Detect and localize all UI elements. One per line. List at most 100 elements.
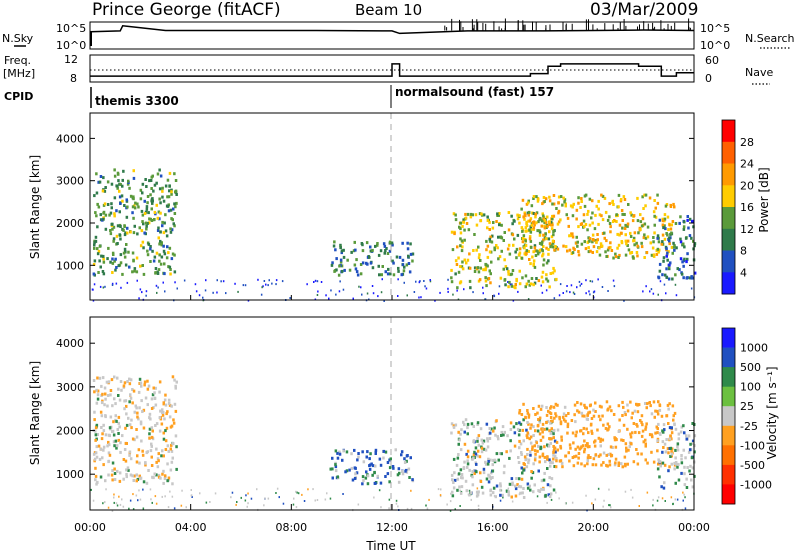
heatmap-cell — [157, 210, 161, 214]
heatmap-cell — [334, 465, 338, 469]
heatmap-cell — [142, 480, 146, 484]
heatmap-cell — [497, 257, 500, 261]
heatmap-cell — [365, 470, 368, 474]
heatmap-cell — [169, 447, 172, 451]
heatmap-cell — [164, 393, 167, 397]
heatmap-cell — [544, 460, 547, 464]
heatmap-cell — [656, 499, 659, 502]
heatmap-cell — [631, 255, 635, 259]
heatmap-cell — [153, 183, 157, 187]
heatmap-cell — [167, 398, 171, 402]
heatmap-cell — [121, 178, 124, 182]
heatmap-cell — [558, 415, 561, 419]
heatmap-cell — [646, 491, 649, 494]
heatmap-cell — [133, 206, 137, 210]
heatmap-cell — [542, 238, 545, 242]
ytick-label: 1000 — [56, 468, 84, 481]
heatmap-cell — [591, 502, 593, 505]
heatmap-cell — [591, 233, 595, 237]
heatmap-cell — [670, 231, 673, 235]
heatmap-cell — [146, 249, 149, 253]
heatmap-cell — [507, 243, 511, 247]
heatmap-cell — [128, 400, 131, 404]
heatmap-cell — [583, 224, 586, 228]
heatmap-cell — [168, 189, 171, 193]
heatmap-cell — [381, 265, 384, 268]
heatmap-cell — [113, 397, 116, 401]
heatmap-cell — [605, 255, 608, 258]
heatmap-cell — [477, 504, 480, 507]
heatmap-cell — [640, 434, 644, 438]
heatmap-cell — [148, 179, 151, 183]
heatmap-cell — [526, 486, 530, 490]
heatmap-cell — [498, 285, 501, 288]
heatmap-cell — [451, 494, 455, 498]
heatmap-cell — [173, 378, 176, 382]
heatmap-cell — [165, 412, 168, 416]
heatmap-cell — [543, 224, 546, 228]
heatmap-cell — [656, 427, 659, 431]
heatmap-cell — [152, 259, 156, 263]
heatmap-cell — [312, 488, 314, 491]
velocity-heatmap — [90, 375, 697, 512]
heatmap-cell — [527, 461, 530, 465]
heatmap-cell — [497, 458, 500, 462]
heatmap-cell — [152, 406, 155, 409]
heatmap-cell — [598, 213, 602, 217]
heatmap-cell — [275, 492, 277, 494]
heatmap-cell — [598, 246, 601, 250]
heatmap-cell — [145, 207, 149, 211]
heatmap-cell — [459, 491, 463, 495]
heatmap-cell — [371, 285, 374, 287]
heatmap-cell — [562, 244, 565, 248]
heatmap-cell — [465, 261, 468, 265]
heatmap-cell — [615, 213, 618, 217]
heatmap-cell — [532, 425, 535, 429]
heatmap-cell — [488, 228, 491, 231]
heatmap-cell — [123, 381, 127, 385]
heatmap-cell — [546, 279, 550, 283]
heatmap-cell — [534, 254, 538, 257]
heatmap-cell — [97, 271, 100, 274]
heatmap-cell — [526, 421, 529, 424]
heatmap-cell — [477, 508, 480, 511]
heatmap-cell — [123, 225, 126, 229]
heatmap-cell — [368, 255, 371, 259]
heatmap-cell — [104, 433, 108, 437]
heatmap-cell — [107, 443, 111, 447]
heatmap-cell — [96, 433, 99, 436]
heatmap-cell — [693, 244, 696, 248]
heatmap-cell — [479, 427, 483, 431]
heatmap-cell — [609, 230, 612, 234]
heatmap-cell — [557, 220, 561, 224]
heatmap-cell — [123, 448, 127, 451]
heatmap-cell — [459, 265, 462, 268]
heatmap-cell — [620, 462, 623, 466]
heatmap-cell — [677, 432, 681, 436]
heatmap-cell — [544, 197, 548, 201]
heatmap-cell — [108, 426, 112, 430]
heatmap-cell — [497, 235, 500, 239]
heatmap-cell — [536, 199, 540, 203]
heatmap-cell — [132, 479, 135, 482]
heatmap-cell — [601, 218, 605, 222]
heatmap-cell — [525, 249, 529, 253]
heatmap-cell — [117, 432, 120, 435]
heatmap-cell — [125, 473, 128, 476]
heatmap-cell — [546, 467, 549, 470]
heatmap-cell — [541, 280, 545, 284]
heatmap-cell — [528, 228, 531, 232]
heatmap-cell — [345, 450, 349, 454]
heatmap-cell — [355, 258, 358, 262]
heatmap-cell — [685, 260, 688, 264]
heatmap-cell — [597, 222, 600, 226]
heatmap-cell — [687, 434, 691, 438]
heatmap-cell — [543, 221, 546, 225]
heatmap-cell — [672, 245, 676, 249]
heatmap-cell — [369, 249, 373, 253]
heatmap-cell — [666, 215, 670, 219]
heatmap-cell — [583, 464, 586, 468]
heatmap-cell — [157, 473, 161, 477]
heatmap-cell — [136, 411, 139, 415]
heatmap-cell — [486, 219, 490, 222]
